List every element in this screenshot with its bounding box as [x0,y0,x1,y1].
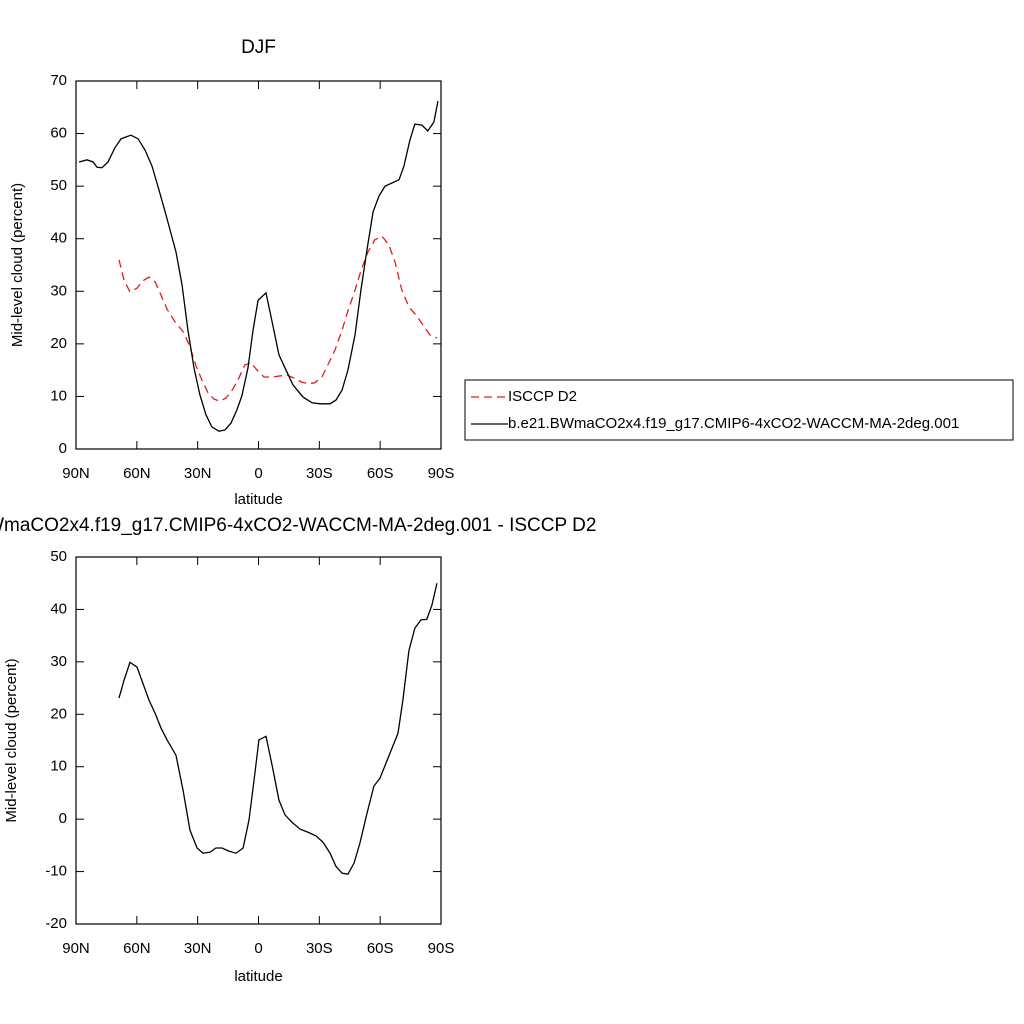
data-line [78,100,439,432]
x-tick-label: 0 [254,940,262,957]
x-tick-label: 30S [306,465,333,482]
legend-box [464,379,1014,441]
y-tick-label: 10 [50,387,67,404]
x-tick-label: 90S [428,940,455,957]
x-tick-label: 60S [367,940,394,957]
y-tick-label: 50 [50,177,67,194]
plot-frame [75,556,442,925]
y-tick-label: 10 [50,758,67,775]
x-axis-label: latitude [234,968,282,985]
y-tick-label: 20 [50,705,67,722]
y-axis-label: Mid-level cloud (percent) [3,658,20,822]
y-tick-label: 60 [50,125,67,142]
data-line [118,583,438,875]
x-tick-label: 60S [367,465,394,482]
y-tick-label: 0 [59,440,67,457]
x-tick-label: 60N [123,940,151,957]
y-axis-label: Mid-level cloud (percent) [9,183,26,347]
y-tick-label: -10 [45,863,67,880]
y-tick-label: 70 [50,72,67,89]
y-tick-label: 30 [50,282,67,299]
x-tick-label: 30N [184,465,212,482]
y-tick-label: 40 [50,600,67,617]
chart-title: b.e21.BWmaCO2x4.f19_g17.CMIP6-4xCO2-WACC… [0,515,596,536]
x-tick-label: 90N [62,465,90,482]
y-tick-label: 50 [50,548,67,565]
x-tick-label: 60N [123,465,151,482]
plot-frame [75,80,442,450]
x-tick-label: 30N [184,940,212,957]
legend-label: ISCCP D2 [508,388,577,405]
x-tick-label: 0 [254,465,262,482]
x-axis-label: latitude [234,491,282,508]
y-tick-label: 40 [50,230,67,247]
x-tick-label: 90S [428,465,455,482]
legend-label: b.e21.BWmaCO2x4.f19_g17.CMIP6-4xCO2-WACC… [508,415,959,432]
chart-title: DJF [241,37,276,58]
y-tick-label: 30 [50,653,67,670]
y-tick-label: -20 [45,915,67,932]
y-tick-label: 0 [59,810,67,827]
y-tick-label: 20 [50,335,67,352]
data-line [118,235,438,402]
x-tick-label: 30S [306,940,333,957]
x-tick-label: 90N [62,940,90,957]
